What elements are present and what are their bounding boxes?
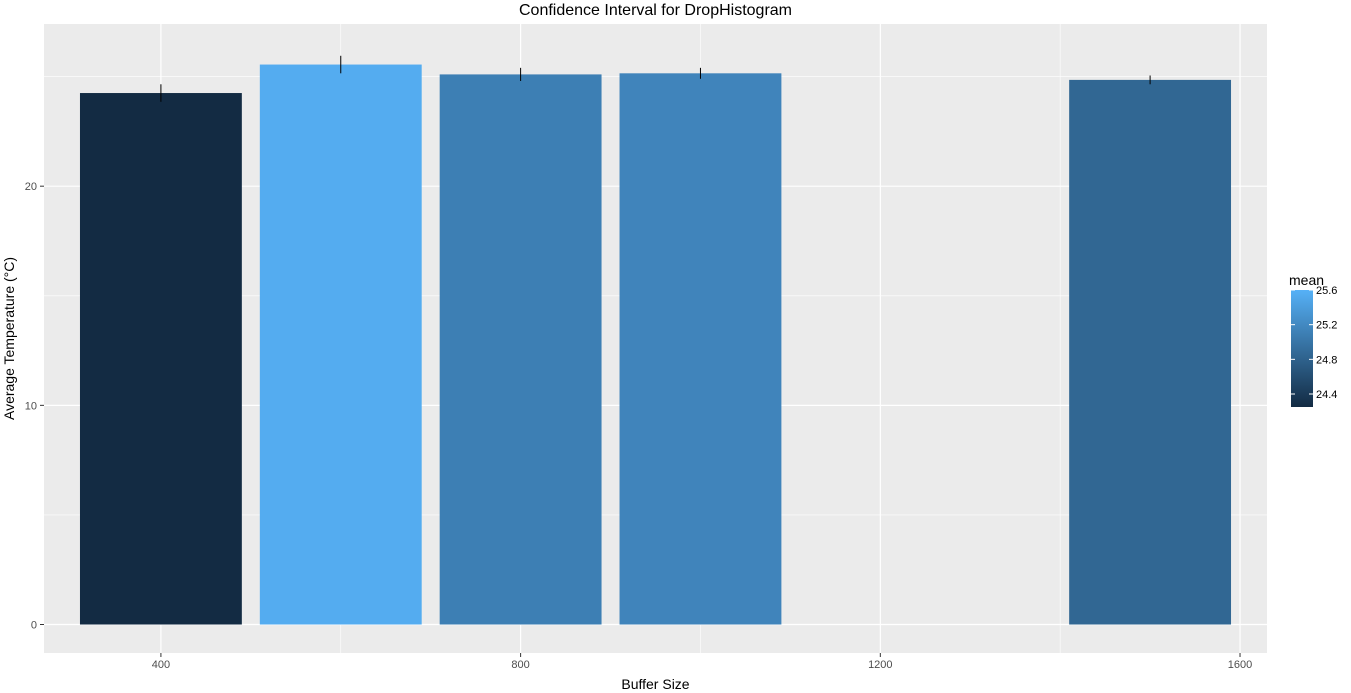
y-axis-ticks: 0 10 20 xyxy=(25,181,44,632)
legend-colorbar xyxy=(1291,290,1313,407)
x-axis-title: Buffer Size xyxy=(621,676,689,692)
y-tick-label: 20 xyxy=(25,181,37,193)
bars xyxy=(79,64,1232,625)
x-tick-label: 1600 xyxy=(1228,659,1252,671)
bar xyxy=(1069,79,1232,625)
legend-tick-label: 24.4 xyxy=(1316,389,1337,401)
legend-tick-label: 25.2 xyxy=(1316,320,1337,332)
y-axis-title: Average Temperature (°C) xyxy=(1,257,17,420)
y-tick-label: 0 xyxy=(31,620,37,632)
y-tick-label: 10 xyxy=(25,400,37,412)
bar xyxy=(439,74,602,625)
legend-tick-label: 24.8 xyxy=(1316,354,1337,366)
bar xyxy=(259,64,422,625)
bar xyxy=(619,73,782,625)
chart-title: Confidence Interval for DropHistogram xyxy=(519,2,792,19)
error-bars xyxy=(160,55,1151,102)
legend-tick-label: 25.6 xyxy=(1316,285,1337,297)
bar xyxy=(79,93,242,625)
legend-title: mean xyxy=(1289,272,1324,288)
x-tick-label: 1200 xyxy=(868,659,892,671)
x-axis-ticks: 400 800 1200 1600 xyxy=(152,653,1252,671)
x-tick-label: 400 xyxy=(152,659,170,671)
legend-ticks: 24.4 24.8 25.2 25.6 xyxy=(1291,285,1337,401)
x-tick-label: 800 xyxy=(511,659,529,671)
legend: mean 24.4 24.8 25.2 25.6 xyxy=(1289,272,1337,407)
